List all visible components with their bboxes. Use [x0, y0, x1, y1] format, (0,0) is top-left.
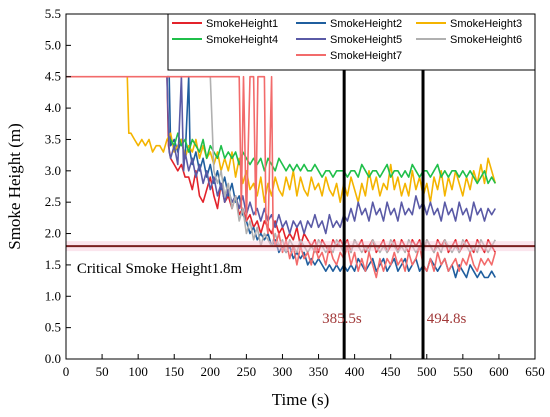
x-tick-label: 650 — [525, 364, 545, 379]
time-marker-label-1: 385.5s — [322, 311, 362, 327]
annotation-layer: Critical Smoke Height1.8m 385.5s 494.8s — [66, 14, 535, 359]
y-tick-label: 3.5 — [45, 131, 61, 146]
tick-layer: 0 50 100 150 200 250 300 350 400 450 500 550 600 650 0… — [45, 6, 545, 379]
x-tick-label: 350 — [309, 364, 329, 379]
series-line-smokeheight4 — [169, 132, 496, 185]
x-tick-label: 200 — [201, 364, 221, 379]
series-line-smokeheight5 — [166, 75, 496, 235]
y-tick-label: 1.5 — [45, 257, 61, 272]
legend-label-smokeheight3: SmokeHeight3 — [450, 18, 522, 30]
y-tick-label: 2.0 — [45, 226, 61, 241]
x-tick-label: 300 — [273, 364, 293, 379]
y-axis-title: Smoke Height (m) — [5, 123, 24, 250]
legend-label-smokeheight2: SmokeHeight2 — [330, 18, 402, 30]
legend-label-smokeheight6: SmokeHeight6 — [450, 34, 522, 46]
series-line-smokeheight1 — [166, 76, 496, 254]
x-tick-label: 400 — [345, 364, 365, 379]
legend-label-smokeheight1: SmokeHeight1 — [206, 18, 278, 30]
critical-height-label: Critical Smoke Height1.8m — [77, 261, 243, 277]
legend-label-smokeheight5: SmokeHeight5 — [330, 34, 402, 46]
y-tick-label: 1.0 — [45, 288, 61, 303]
y-tick-label: 5.5 — [45, 6, 61, 21]
y-tick-label: 3.0 — [45, 163, 61, 178]
y-tick-label: 5.0 — [45, 37, 61, 52]
y-tick-label: 0.5 — [45, 320, 61, 335]
series-line-smokeheight7 — [66, 75, 497, 279]
x-tick-label: 500 — [417, 364, 437, 379]
x-tick-label: 550 — [453, 364, 473, 379]
y-tick-label: 4.0 — [45, 100, 61, 115]
x-tick-label: 0 — [63, 364, 70, 379]
x-tick-label: 150 — [164, 364, 184, 379]
x-tick-label: 250 — [237, 364, 257, 379]
x-tick-label: 100 — [128, 364, 148, 379]
legend-label-smokeheight4: SmokeHeight4 — [206, 34, 278, 46]
x-axis-title: Time (s) — [272, 390, 329, 409]
y-tick-label: 4.5 — [45, 69, 61, 84]
legend-label-smokeheight7: SmokeHeight7 — [330, 50, 402, 62]
x-tick-label: 50 — [96, 364, 109, 379]
y-tick-label: 2.5 — [45, 194, 61, 209]
legend-box — [167, 13, 536, 71]
x-tick-label: 450 — [381, 364, 401, 379]
legend: SmokeHeight1 SmokeHeight2 SmokeHeight3 Smok… — [167, 13, 536, 71]
y-tick-label: 0.0 — [45, 351, 61, 366]
x-tick-label: 600 — [489, 364, 509, 379]
time-marker-label-2: 494.8s — [427, 311, 467, 327]
